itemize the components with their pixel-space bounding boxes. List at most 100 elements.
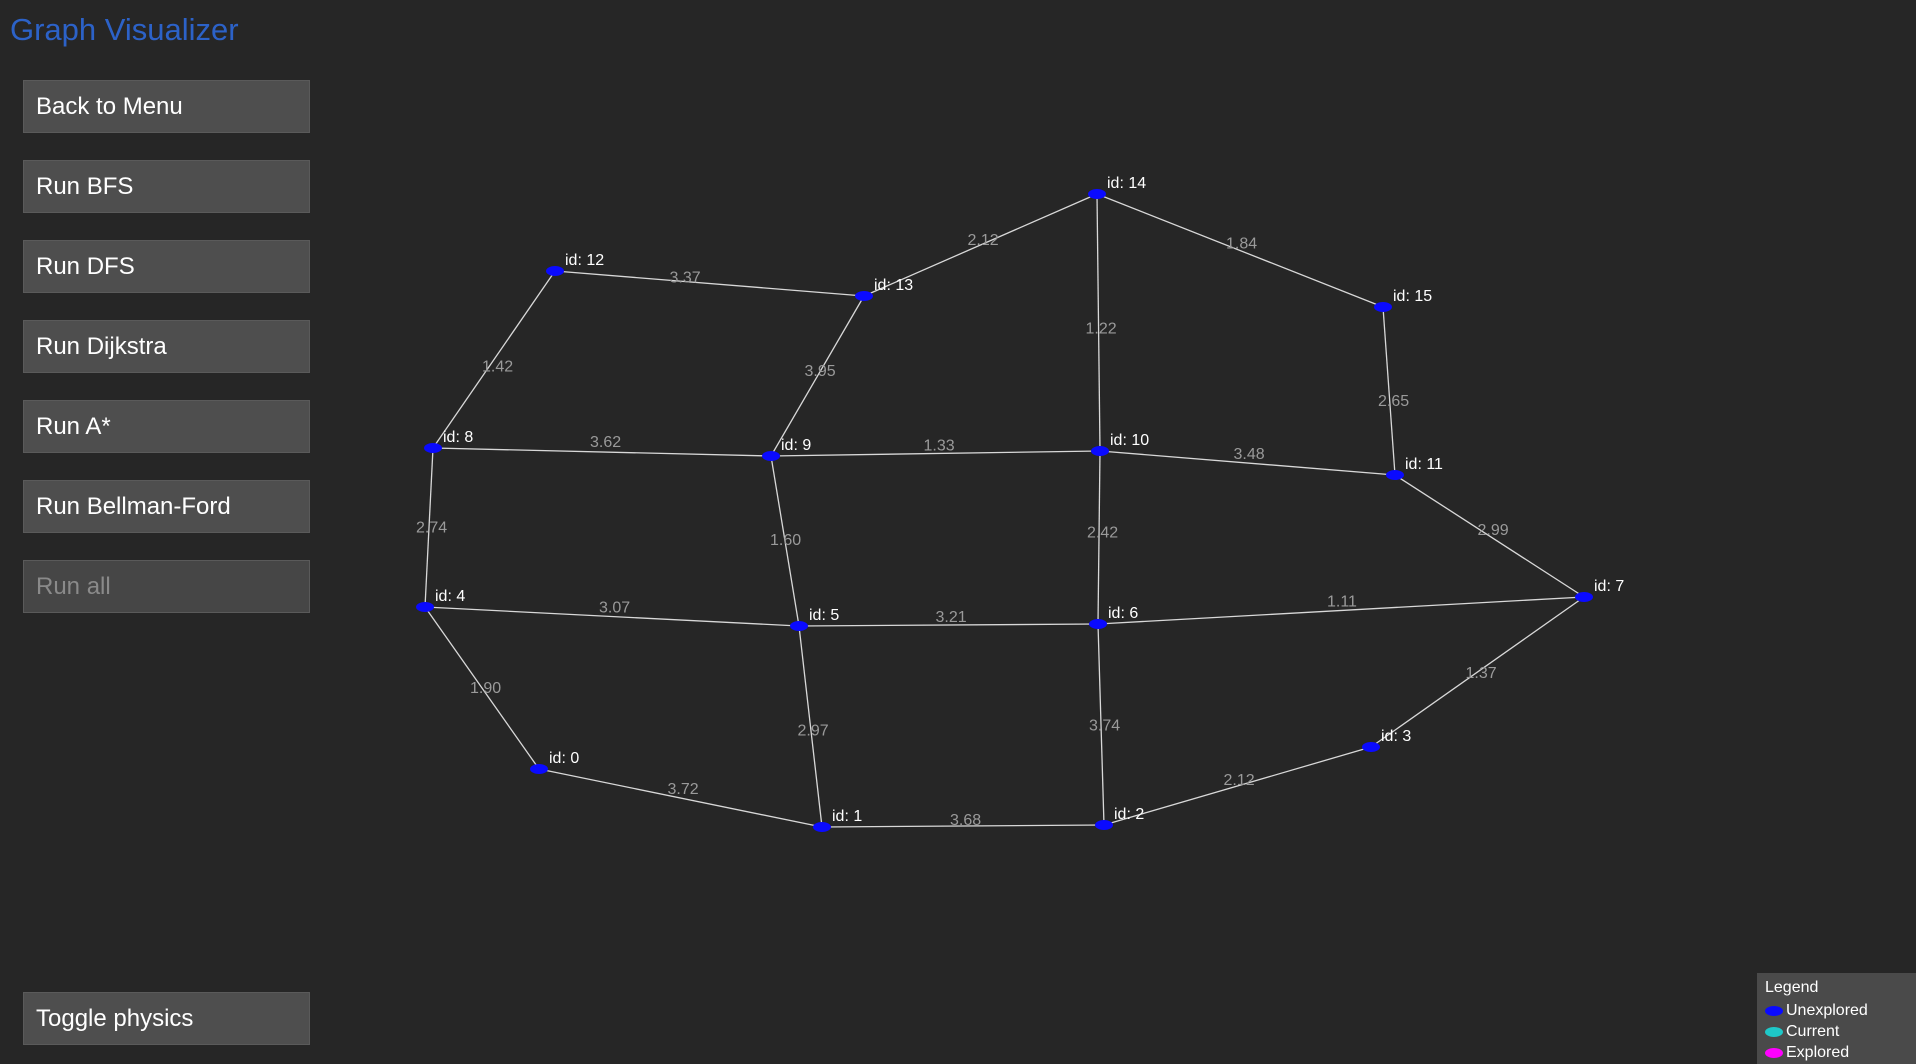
node-label: id: 6 <box>1108 605 1138 622</box>
explored-swatch <box>1765 1047 1783 1058</box>
legend: Legend Unexplored Current Explored <box>1757 973 1916 1064</box>
edge-weight-label: 2.12 <box>1224 772 1255 789</box>
edge-7-3 <box>1370 596 1585 748</box>
graph-node[interactable]: id: 11 <box>1386 456 1443 480</box>
edge-10-6 <box>1097 450 1101 625</box>
graph-node[interactable]: id: 3 <box>1362 728 1411 752</box>
graph-node[interactable]: id: 13 <box>855 277 913 301</box>
graph-node[interactable]: id: 10 <box>1091 432 1149 456</box>
node-label: id: 11 <box>1405 456 1443 473</box>
graph-node[interactable]: id: 5 <box>790 607 839 631</box>
node-label: id: 8 <box>443 429 473 446</box>
edge-weight-label: 1.42 <box>482 359 513 376</box>
back-to-menu-button[interactable]: Back to Menu <box>23 80 310 133</box>
node-circle[interactable] <box>762 451 780 461</box>
node-label: id: 12 <box>565 252 604 269</box>
edge-weight-label: 2.42 <box>1087 525 1118 542</box>
node-circle[interactable] <box>1089 619 1107 629</box>
graph-node[interactable]: id: 0 <box>530 750 579 774</box>
node-circle[interactable] <box>813 822 831 832</box>
node-circle[interactable] <box>1088 189 1106 199</box>
edge-8-9 <box>432 447 772 457</box>
edge-weight-label: 3.62 <box>590 434 621 451</box>
edge-weight-label: 1.60 <box>770 532 801 549</box>
run-all-button[interactable]: Run all <box>23 560 310 613</box>
node-label: id: 1 <box>832 808 862 825</box>
legend-label: Current <box>1786 1022 1840 1040</box>
graph-node[interactable]: id: 15 <box>1374 288 1432 312</box>
node-label: id: 2 <box>1114 806 1144 823</box>
graph-node[interactable]: id: 6 <box>1089 605 1138 629</box>
edge-15-11 <box>1382 306 1396 476</box>
edge-9-5 <box>770 455 800 627</box>
edge-2-3 <box>1103 746 1372 826</box>
node-circle[interactable] <box>1091 446 1109 456</box>
graph-node[interactable]: id: 14 <box>1088 175 1146 199</box>
current-swatch <box>1765 1026 1783 1037</box>
nodes-layer: id: 0 id: 1 id: 2 id: 3 id: 4 id: 5 id: 6 id: 7… <box>416 175 1624 832</box>
edge-weight-label: 3.48 <box>1234 446 1265 463</box>
node-label: id: 14 <box>1107 175 1146 192</box>
node-circle[interactable] <box>1095 820 1113 830</box>
node-circle[interactable] <box>790 621 808 631</box>
graph-node[interactable]: id: 2 <box>1095 806 1144 830</box>
graph-node[interactable]: id: 7 <box>1575 578 1624 602</box>
node-circle[interactable] <box>1374 302 1392 312</box>
edge-11-7 <box>1394 474 1585 598</box>
edge-10-11 <box>1099 450 1396 476</box>
graph-node[interactable]: id: 9 <box>762 437 811 461</box>
graph-node[interactable]: id: 4 <box>416 588 465 612</box>
run-dfs-button[interactable]: Run DFS <box>23 240 310 293</box>
edge-labels-layer: 3.37 2.12 1.84 1.22 1.42 3.95 2.65 3.62 1.33 3.48… <box>416 232 1509 829</box>
node-circle[interactable] <box>530 764 548 774</box>
edge-weight-label: 1.84 <box>1226 236 1257 253</box>
node-label: id: 3 <box>1381 728 1411 745</box>
edge-weight-label: 3.74 <box>1089 718 1120 735</box>
edge-8-4 <box>424 447 434 608</box>
edge-4-0 <box>424 606 540 770</box>
node-label: id: 0 <box>549 750 579 767</box>
edge-14-15 <box>1096 193 1384 308</box>
node-circle[interactable] <box>855 291 873 301</box>
node-label: id: 7 <box>1594 578 1624 595</box>
edge-weight-label: 2.65 <box>1378 393 1409 410</box>
unexplored-swatch <box>1765 1005 1783 1016</box>
edge-weight-label: 2.97 <box>798 723 829 740</box>
edges-layer <box>424 193 1585 828</box>
node-circle[interactable] <box>1386 470 1404 480</box>
legend-item-explored: Explored <box>1765 1042 1908 1063</box>
edge-weight-label: 3.21 <box>936 609 967 626</box>
edge-weight-label: 3.07 <box>599 600 630 617</box>
run-dijkstra-button[interactable]: Run Dijkstra <box>23 320 310 373</box>
node-circle[interactable] <box>1575 592 1593 602</box>
edge-14-10 <box>1096 193 1101 452</box>
run-bellman-ford-button[interactable]: Run Bellman-Ford <box>23 480 310 533</box>
edge-weight-label: 3.68 <box>950 812 981 829</box>
node-circle[interactable] <box>416 602 434 612</box>
edge-weight-label: 1.11 <box>1327 594 1357 611</box>
edge-6-2 <box>1097 623 1105 826</box>
node-label: id: 4 <box>435 588 465 605</box>
node-circle[interactable] <box>546 266 564 276</box>
toggle-physics-button[interactable]: Toggle physics <box>23 992 310 1045</box>
legend-label: Unexplored <box>1786 1001 1868 1019</box>
node-label: id: 10 <box>1110 432 1149 449</box>
edge-5-1 <box>798 625 823 828</box>
edge-13-9 <box>770 295 865 457</box>
graph-node[interactable]: id: 1 <box>813 808 862 832</box>
edge-12-13 <box>554 270 865 297</box>
graph-node[interactable]: id: 8 <box>424 429 473 453</box>
edge-weight-label: 3.95 <box>805 363 836 380</box>
edge-weight-label: 3.37 <box>670 270 701 287</box>
graph-node[interactable]: id: 12 <box>546 252 604 276</box>
run-bfs-button[interactable]: Run BFS <box>23 160 310 213</box>
edge-12-8 <box>432 270 556 449</box>
edge-1-2 <box>821 824 1105 828</box>
edge-weight-label: 1.22 <box>1086 321 1117 338</box>
edge-weight-label: 1.37 <box>1466 665 1497 682</box>
node-circle[interactable] <box>424 443 442 453</box>
node-circle[interactable] <box>1362 742 1380 752</box>
run-astar-button[interactable]: Run A* <box>23 400 310 453</box>
